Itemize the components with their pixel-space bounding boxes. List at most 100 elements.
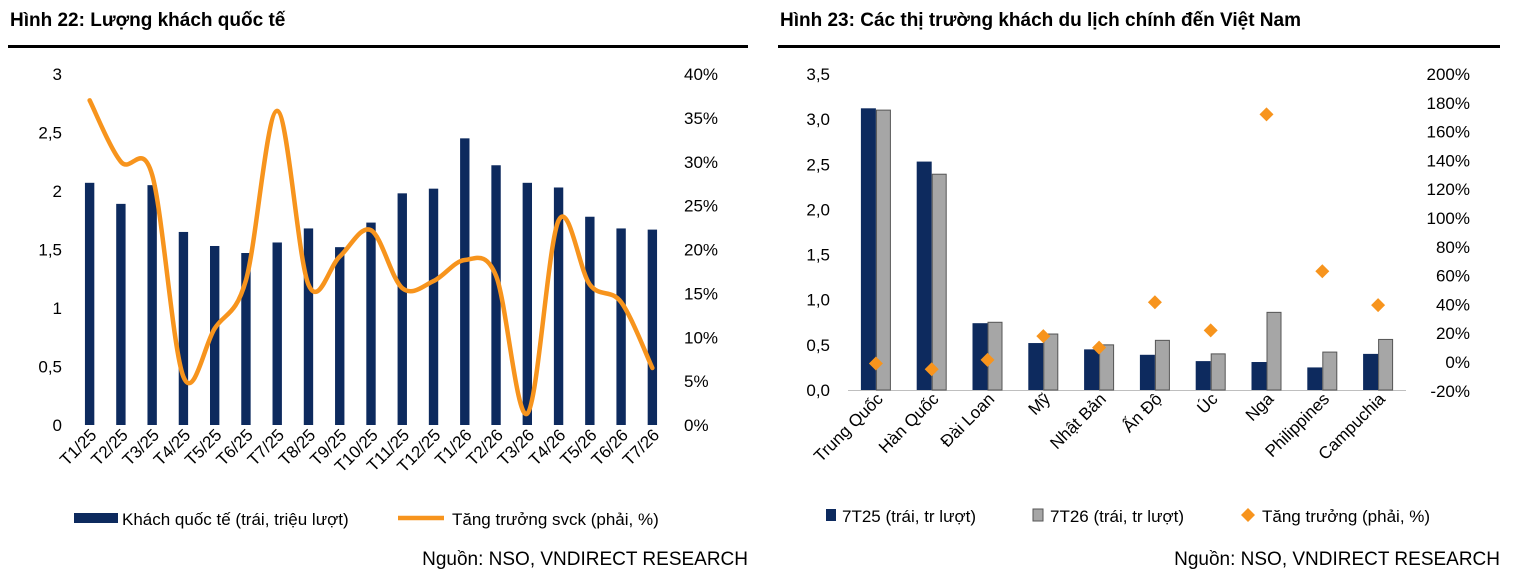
bar-7T25-Úc [1195,361,1211,390]
left-axis-tick-label: 3 [53,65,62,84]
bar-7T26-Philippines [1322,351,1338,391]
right-axis-tick-label: 200% [1427,65,1470,84]
right-axis-tick-label: 20% [1436,324,1470,343]
left-axis-tick-label: 0,0 [806,381,830,400]
bar-T10/25 [366,222,376,425]
bar-7T26-Úc [1210,353,1226,391]
legend-7T26-label: 7T26 (trái, tr lượt) [1050,507,1184,526]
bar-7T26-Hàn Quốc [931,173,947,391]
bar-T9/25 [335,247,345,425]
bar-T1/26 [460,138,470,425]
bar-7T25-Campuchia [1363,353,1379,390]
x-axis-tick-label: Nga [1242,389,1278,425]
bar-T6/25 [241,253,251,425]
right-axis-tick-label: 0% [1445,353,1470,372]
figure-23-chart: 0,0 0,5 1,0 1,5 2,0 2,5 3,0 3,5 -20% 0% 20% 40% 60% 8… [806,65,1470,526]
bar-T5/26 [585,216,595,425]
right-axis-tick-label: 30% [684,153,718,172]
x-axis-tick-label: Ấn Độ [1119,389,1166,436]
bar-7T25-Nga [1251,362,1267,390]
growth-point-Philippines [1315,264,1330,279]
legend-growth-label: Tăng trưởng (phải, %) [1262,507,1430,526]
left-axis-tick-label: 2 [53,182,62,201]
left-axis-tick-label: 0,5 [38,358,62,377]
bar-7T26-Campuchia [1378,338,1394,391]
bar-7T25-Philippines [1307,367,1323,390]
bar-7T26-Nga [1266,311,1282,391]
growth-point-Campuchia [1371,298,1386,313]
bar-7T26-Nhật Bản [1099,344,1115,391]
left-axis-tick-label: 3,0 [806,110,830,129]
bar-7T26-Mỹ [1043,333,1059,391]
bar-T6/26 [616,228,626,425]
bar-7T26-Ấn Độ [1154,339,1170,391]
bar-T7/25 [272,242,282,425]
bar-T3/25 [147,185,157,425]
figure-22-source: Nguồn: NSO, VNDIRECT RESEARCH [422,549,748,570]
figure-23-panel: Hình 23: Các thị trường khách du lịch ch… [774,0,1518,576]
growth-point-Mỹ [1036,329,1051,344]
growth-point-Trung Quốc [868,356,883,371]
left-axis-tick-label: 1 [53,299,62,318]
right-axis-tick-label: 120% [1427,180,1470,199]
growth-point-Đài Loan [980,352,995,367]
legend-bar-label: Khách quốc tế (trái, triệu lượt) [122,510,349,529]
left-axis-tick-label: 0,5 [806,336,830,355]
left-axis-tick-label: 1,5 [806,246,830,265]
growth-point-Nhật Bản [1092,340,1107,355]
right-axis-tick-label: 100% [1427,209,1470,228]
bar-T3/26 [522,182,533,425]
bar-7T25-Đài Loan [972,323,988,390]
x-axis-tick-label: Úc [1193,389,1221,417]
bar-T4/25 [178,231,189,425]
figure-23-title: Hình 23: Các thị trường khách du lịch ch… [780,10,1301,31]
right-axis-tick-label: 80% [1436,238,1470,257]
figure-23-rule [778,45,1500,48]
x-axis-tick-label: Trung Quốc [810,389,887,466]
figure-22-rule [8,45,748,48]
x-axis-tick-label: T7/26 [619,425,663,469]
right-axis-tick-label: 5% [684,372,709,391]
right-axis-tick-label: -20% [1430,382,1470,401]
legend-7T25-label: 7T25 (trái, tr lượt) [842,507,976,526]
legend-growth-swatch [1241,508,1255,522]
bar-7T25-Mỹ [1028,343,1044,390]
left-axis-tick-label: 1,0 [806,291,830,310]
right-axis-tick-label: 15% [684,284,718,303]
legend-bar-swatch [74,513,118,523]
growth-point-Úc [1203,323,1218,338]
left-axis-tick-label: 1,5 [38,241,62,260]
right-axis-tick-label: 10% [684,328,718,347]
bar-T2/26 [491,165,501,425]
bar-7T25-Nhật Bản [1084,349,1100,390]
left-axis-tick-label: 3,5 [806,65,830,84]
bar-7T25-Ấn Độ [1139,354,1155,390]
growth-point-Ấn Độ [1147,295,1162,310]
bar-7T25-Trung Quốc [860,108,876,391]
bar-T2/25 [116,203,126,425]
legend-7T26-swatch [1032,508,1044,522]
left-axis-tick-label: 2,5 [38,124,62,143]
growth-point-Hàn Quốc [924,362,939,377]
bar-7T26-Trung Quốc [875,109,891,391]
right-axis-tick-label: 40% [1436,295,1470,314]
right-axis-tick-label: 20% [684,241,718,260]
bar-T4/26 [553,187,564,425]
right-axis-tick-label: 35% [684,109,718,128]
right-axis-tick-label: 180% [1427,94,1470,113]
bar-T12/25 [428,188,439,425]
bar-T5/25 [209,245,220,425]
bar-T11/25 [397,193,407,425]
bar-7T25-Hàn Quốc [916,161,932,390]
right-axis-tick-label: 160% [1427,123,1470,142]
x-axis-tick-label: Đài Loan [937,389,999,451]
growth-point-Nga [1259,107,1274,122]
legend-7T25-swatch [826,509,836,521]
left-axis-tick-label: 2,5 [806,155,830,174]
left-axis-tick-label: 2,0 [806,200,830,219]
right-axis-tick-label: 60% [1436,267,1470,286]
x-axis-tick-label: Mỹ [1025,389,1055,419]
figure-23-source: Nguồn: NSO, VNDIRECT RESEARCH [1174,549,1500,570]
figure-22-panel: Hình 22: Lượng khách quốc tế 0 0,5 1 1,5 2 2,… [8,10,748,570]
right-axis-tick-label: 25% [684,197,718,216]
